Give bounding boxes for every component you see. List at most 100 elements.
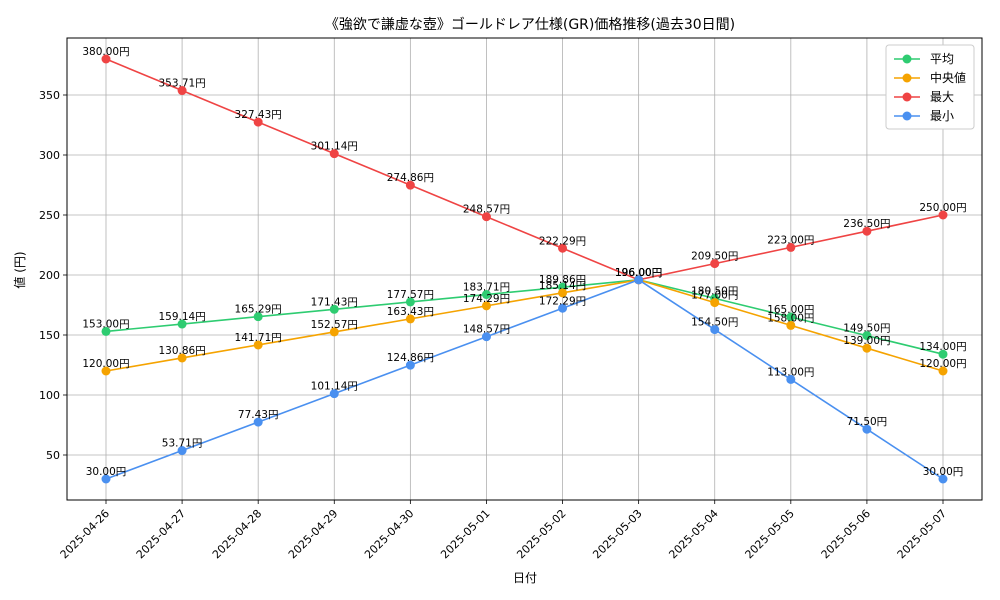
- data-label: 196.00円: [615, 267, 662, 279]
- series-line: [105, 278, 944, 355]
- data-label: 165.00円: [767, 304, 814, 316]
- data-label: 185.14円: [539, 280, 586, 292]
- legend-marker: [902, 54, 912, 64]
- data-label: 196.00円: [615, 267, 662, 279]
- data-label: 120.00円: [82, 358, 129, 370]
- data-point: [710, 259, 720, 269]
- data-label: 327.43円: [235, 109, 282, 121]
- data-point: [710, 298, 720, 308]
- x-axis: 2025-04-26 2025-04-27 2025-04-28 2025-04-29…: [58, 500, 949, 561]
- data-point: [481, 290, 491, 300]
- data-label: 134.00円: [919, 341, 966, 353]
- data-label: 53.71円: [162, 438, 203, 450]
- data-label: 139.00円: [843, 335, 890, 347]
- data-point: [253, 312, 263, 322]
- data-point: [481, 301, 491, 311]
- legend-label: 中央値: [930, 70, 966, 85]
- data-label: 120.00円: [919, 358, 966, 370]
- y-tick-label: 350: [39, 89, 60, 102]
- data-point: [329, 389, 339, 399]
- data-point: [862, 226, 872, 236]
- data-point: [938, 349, 948, 359]
- data-point: [405, 180, 415, 190]
- y-tick-label: 100: [39, 389, 60, 402]
- data-point: [329, 149, 339, 159]
- series-line: [105, 278, 944, 480]
- data-point: [329, 304, 339, 314]
- data-point: [558, 288, 568, 298]
- data-label: 163.43円: [387, 306, 434, 318]
- x-tick-label: 2025-04-30: [362, 507, 416, 561]
- data-label: 101.14円: [311, 381, 358, 393]
- data-label: 71.50円: [847, 416, 888, 428]
- y-axis-label: 値 (円): [12, 251, 27, 288]
- data-label: 236.50円: [843, 218, 890, 230]
- x-axis-label: 日付: [513, 571, 537, 585]
- x-tick-label: 2025-05-02: [514, 507, 568, 561]
- data-point: [558, 243, 568, 253]
- data-label: 177.00円: [691, 290, 738, 302]
- data-label: 183.71円: [463, 282, 510, 294]
- data-point: [405, 360, 415, 370]
- data-label: 209.50円: [691, 251, 738, 263]
- data-label: 130.86円: [158, 345, 205, 357]
- data-point: [862, 331, 872, 341]
- data-label: 153.00円: [82, 318, 129, 330]
- data-label: 274.86円: [387, 172, 434, 184]
- legend-marker: [902, 92, 912, 102]
- data-label: 152.57円: [311, 319, 358, 331]
- data-point: [938, 366, 948, 376]
- series-line: [105, 278, 944, 372]
- y-tick-label: 300: [39, 149, 60, 162]
- data-label: 248.57円: [463, 204, 510, 216]
- legend-frame: [885, 44, 975, 130]
- data-point: [710, 325, 720, 335]
- data-point: [938, 210, 948, 220]
- data-label: 196.00円: [615, 267, 662, 279]
- data-label: 30.00円: [923, 466, 964, 478]
- legend-label: 平均: [930, 52, 954, 66]
- data-label: 148.57円: [463, 324, 510, 336]
- legend-marker: [902, 111, 912, 121]
- x-tick-label: 2025-04-27: [134, 507, 188, 561]
- y-tick-label: 200: [39, 269, 60, 282]
- y-tick-label: 250: [39, 209, 60, 222]
- data-label: 154.50円: [691, 317, 738, 329]
- series-layer: [101, 54, 948, 484]
- data-label: 141.71円: [235, 332, 282, 344]
- data-label: 124.86円: [387, 352, 434, 364]
- data-label: 177.57円: [387, 289, 434, 301]
- data-point: [177, 319, 187, 329]
- legend-marker: [902, 73, 912, 83]
- data-label: 196.00円: [615, 267, 662, 279]
- data-point: [862, 343, 872, 353]
- data-label: 149.50円: [843, 323, 890, 335]
- legend-label: 最小: [930, 109, 954, 123]
- data-point: [177, 446, 187, 456]
- data-point: [101, 474, 111, 484]
- data-label: 380.00円: [82, 46, 129, 58]
- data-label: 165.29円: [235, 304, 282, 316]
- data-label: 172.29円: [539, 295, 586, 307]
- data-point: [101, 366, 111, 376]
- data-point: [177, 86, 187, 96]
- x-tick-label: 2025-05-06: [819, 507, 873, 561]
- data-label: 250.00円: [919, 202, 966, 214]
- legend-label: 最大: [930, 90, 954, 104]
- x-tick-label: 2025-05-04: [666, 507, 720, 561]
- data-label: 30.00円: [86, 466, 127, 478]
- data-point: [253, 417, 263, 427]
- x-tick-label: 2025-05-01: [438, 507, 492, 561]
- series-line: [105, 58, 944, 281]
- x-tick-label: 2025-04-29: [286, 507, 340, 561]
- x-tick-label: 2025-05-03: [590, 507, 644, 561]
- data-label: 171.43円: [311, 296, 358, 308]
- data-point: [481, 332, 491, 342]
- data-point: [101, 326, 111, 336]
- data-point: [481, 212, 491, 222]
- data-label: 189.86円: [539, 274, 586, 286]
- data-label: 77.43円: [238, 409, 279, 421]
- data-point: [786, 320, 796, 330]
